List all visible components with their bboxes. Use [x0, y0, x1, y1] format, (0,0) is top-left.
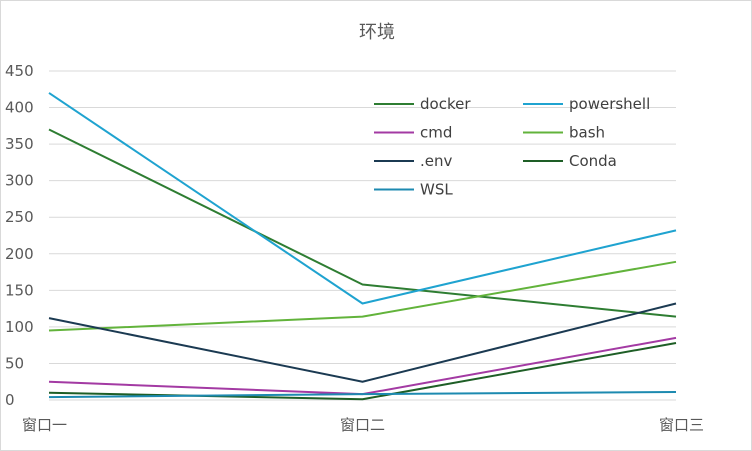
x-tick-label: 窗口一 — [22, 416, 67, 434]
y-tick-label: 400 — [5, 99, 34, 117]
y-tick-label: 150 — [5, 281, 34, 299]
x-tick-label: 窗口三 — [659, 416, 704, 434]
plot-area — [48, 92, 677, 401]
y-tick-label: 100 — [5, 318, 34, 336]
y-tick-label: 350 — [5, 135, 34, 153]
y-tick-label: 200 — [5, 245, 34, 263]
legend-label: WSL — [420, 181, 453, 199]
y-tick-label: 0 — [5, 391, 15, 409]
legend-label: bash — [569, 124, 605, 142]
y-tick-label: 50 — [5, 354, 24, 372]
series-line-env — [48, 302, 677, 383]
series-line-powershell — [48, 92, 677, 305]
series-line-WSL — [48, 390, 677, 399]
y-axis: 0 50 100 150 200 250 300 350 400 450 — [5, 62, 34, 409]
legend: docker powershell cmd bash .env Conda WSL — [374, 95, 650, 199]
chart-title: 环境 — [359, 22, 395, 43]
series-line-docker — [48, 128, 677, 318]
y-tick-label: 300 — [5, 172, 34, 190]
legend-label: Conda — [569, 152, 617, 170]
series-line-Conda — [48, 341, 677, 401]
legend-label: docker — [420, 95, 471, 113]
x-tick-label: 窗口二 — [340, 416, 385, 434]
grid-lines — [49, 70, 676, 401]
legend-label: cmd — [420, 124, 452, 142]
legend-label: powershell — [569, 95, 650, 113]
legend-label: .env — [420, 152, 453, 170]
series-line-cmd — [48, 336, 677, 396]
y-tick-label: 450 — [5, 62, 34, 80]
series-line-bash — [48, 260, 677, 332]
y-tick-label: 250 — [5, 208, 34, 226]
x-axis: 窗口一 窗口二 窗口三 — [22, 416, 704, 434]
